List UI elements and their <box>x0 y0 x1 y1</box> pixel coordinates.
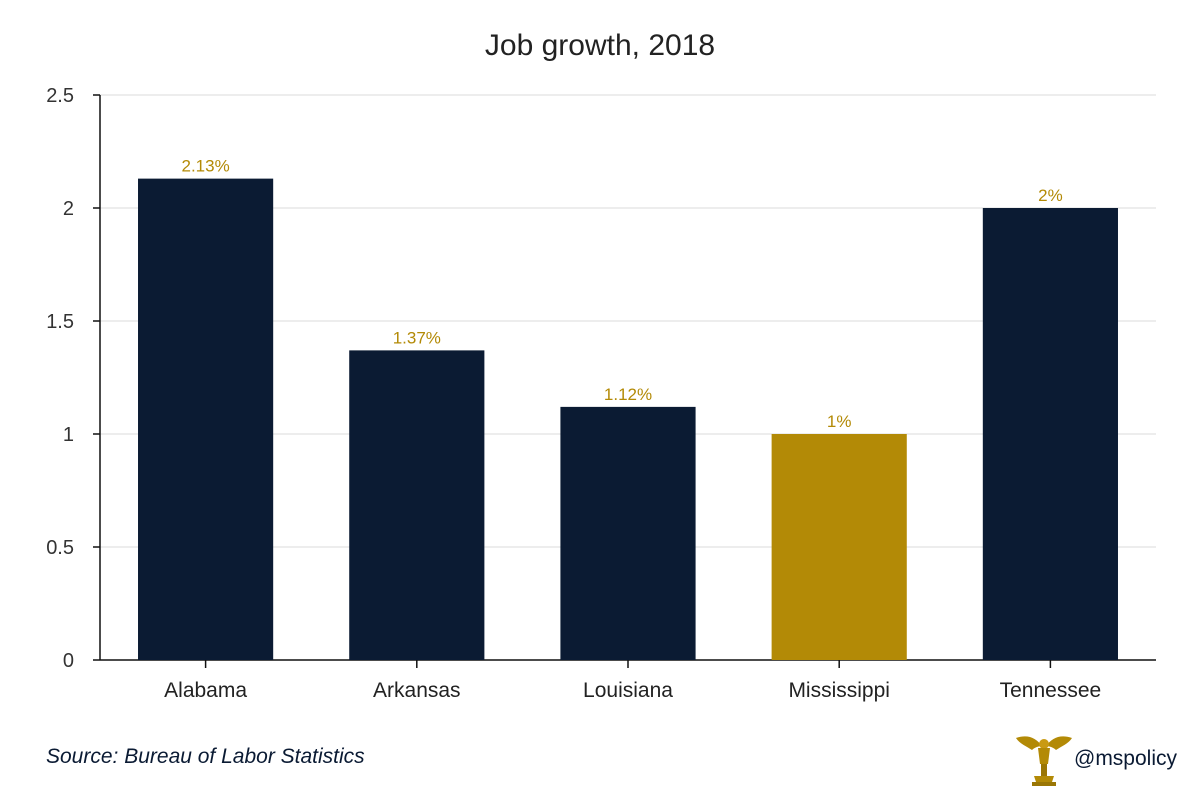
y-tick-label: 0 <box>63 650 74 672</box>
x-tick-label: Mississippi <box>788 679 890 702</box>
data-labels: 2.13% 1.37% 1.12% 1% 2% <box>181 157 1062 431</box>
y-tick-label: 1.5 <box>46 311 74 333</box>
x-tick-label: Alabama <box>164 679 247 702</box>
bar-arkansas <box>349 350 485 660</box>
source-note: Source: Bureau of Labor Statistics <box>46 745 365 768</box>
x-tick-label: Tennessee <box>1000 679 1102 702</box>
brand: @mspolicy <box>1014 730 1177 788</box>
data-label-arkansas: 1.37% <box>393 328 441 347</box>
x-tick-label: Arkansas <box>373 679 461 702</box>
bars <box>138 178 1118 660</box>
bar-mississippi <box>771 434 907 660</box>
y-tick-label: 2 <box>63 198 74 220</box>
bar-louisiana <box>560 406 696 660</box>
data-label-mississippi: 1% <box>827 412 852 431</box>
y-tick-label: 0.5 <box>46 537 74 559</box>
bar-tennessee <box>982 208 1118 660</box>
eagle-icon <box>1016 736 1072 786</box>
axes: 0 0.5 1 1.5 2 2.5 Alabama Arkansas Louisiana Miss… <box>46 85 1156 702</box>
data-label-alabama: 2.13% <box>181 157 229 176</box>
x-tick-label: Louisiana <box>583 679 673 702</box>
data-label-tennessee: 2% <box>1038 186 1063 205</box>
chart-title: Job growth, 2018 <box>485 29 715 62</box>
bar-alabama <box>138 178 274 660</box>
y-tick-label: 1 <box>63 424 74 446</box>
y-tick-label: 2.5 <box>46 85 74 107</box>
data-label-louisiana: 1.12% <box>604 385 652 404</box>
brand-handle: @mspolicy <box>1074 747 1178 770</box>
gridlines <box>100 94 1156 548</box>
